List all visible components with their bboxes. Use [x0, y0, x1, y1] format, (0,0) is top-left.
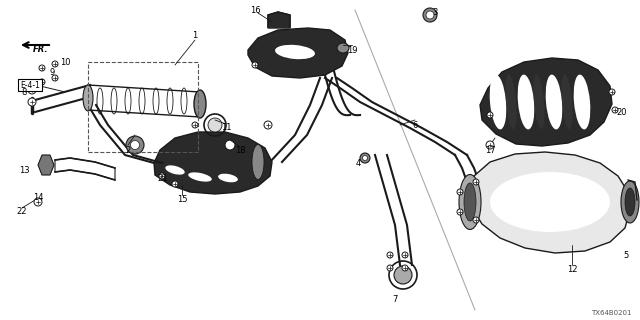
Text: 8: 8 [21, 87, 27, 97]
Text: 10: 10 [60, 58, 70, 67]
Ellipse shape [28, 98, 36, 106]
Ellipse shape [165, 165, 185, 175]
Ellipse shape [159, 173, 165, 179]
Text: 4: 4 [355, 158, 360, 167]
Ellipse shape [457, 189, 463, 195]
Ellipse shape [546, 75, 563, 129]
Text: 16: 16 [250, 5, 260, 14]
Ellipse shape [252, 62, 258, 68]
Ellipse shape [500, 177, 600, 227]
Text: 1: 1 [193, 30, 198, 39]
Ellipse shape [486, 141, 494, 149]
Ellipse shape [534, 75, 545, 129]
Ellipse shape [39, 79, 45, 85]
Ellipse shape [473, 217, 479, 223]
Ellipse shape [225, 140, 235, 150]
Text: 12: 12 [567, 266, 577, 275]
Ellipse shape [194, 90, 206, 118]
Ellipse shape [252, 145, 264, 180]
Polygon shape [154, 132, 272, 194]
Ellipse shape [561, 75, 573, 129]
Ellipse shape [490, 75, 506, 129]
Ellipse shape [464, 183, 476, 221]
Ellipse shape [402, 265, 408, 271]
Polygon shape [38, 155, 54, 175]
Text: FR.: FR. [33, 45, 48, 54]
Ellipse shape [34, 198, 42, 206]
Ellipse shape [487, 112, 493, 118]
Ellipse shape [423, 8, 437, 22]
Text: 19: 19 [347, 45, 357, 54]
Text: E-4-1: E-4-1 [20, 81, 40, 90]
Ellipse shape [402, 252, 408, 258]
Text: 21: 21 [157, 173, 168, 182]
Polygon shape [268, 12, 290, 28]
Ellipse shape [387, 265, 393, 271]
Text: 11: 11 [221, 123, 231, 132]
Text: 5: 5 [623, 251, 628, 260]
Ellipse shape [208, 118, 222, 132]
Ellipse shape [573, 75, 590, 129]
Ellipse shape [362, 156, 367, 161]
Ellipse shape [473, 179, 479, 185]
Ellipse shape [612, 107, 618, 113]
Ellipse shape [192, 122, 198, 128]
Ellipse shape [621, 181, 639, 223]
Ellipse shape [172, 181, 178, 187]
Text: 17: 17 [484, 146, 495, 155]
Ellipse shape [39, 65, 45, 71]
Ellipse shape [394, 266, 412, 284]
Text: TX64B0201: TX64B0201 [591, 310, 632, 316]
Ellipse shape [387, 252, 393, 258]
Polygon shape [248, 28, 348, 78]
Ellipse shape [457, 209, 463, 215]
Text: 14: 14 [33, 194, 44, 203]
Text: 3: 3 [432, 7, 438, 17]
Ellipse shape [518, 75, 534, 129]
Ellipse shape [337, 43, 349, 53]
Text: 18: 18 [235, 146, 245, 155]
Ellipse shape [609, 89, 615, 95]
Ellipse shape [360, 153, 370, 163]
Text: 20: 20 [617, 108, 627, 116]
Polygon shape [480, 58, 612, 146]
Ellipse shape [188, 172, 212, 182]
Ellipse shape [490, 172, 610, 232]
Ellipse shape [218, 174, 238, 182]
Ellipse shape [264, 121, 272, 129]
Ellipse shape [275, 45, 315, 59]
Ellipse shape [506, 75, 516, 129]
Text: 6: 6 [412, 121, 418, 130]
Text: 15: 15 [177, 196, 188, 204]
Ellipse shape [52, 61, 58, 67]
Ellipse shape [28, 86, 36, 94]
Polygon shape [468, 152, 630, 253]
Bar [88, 62, 198, 152]
Ellipse shape [52, 75, 58, 81]
Ellipse shape [83, 85, 93, 111]
Ellipse shape [426, 11, 434, 19]
Polygon shape [55, 158, 115, 180]
Ellipse shape [126, 136, 144, 154]
Text: 13: 13 [19, 165, 29, 174]
Text: 22: 22 [17, 207, 28, 217]
Polygon shape [268, 12, 290, 28]
Text: 7: 7 [392, 295, 397, 305]
Text: 9: 9 [49, 68, 54, 76]
Ellipse shape [625, 188, 635, 216]
Text: 2: 2 [125, 146, 131, 155]
Ellipse shape [459, 174, 481, 229]
Ellipse shape [131, 140, 140, 149]
